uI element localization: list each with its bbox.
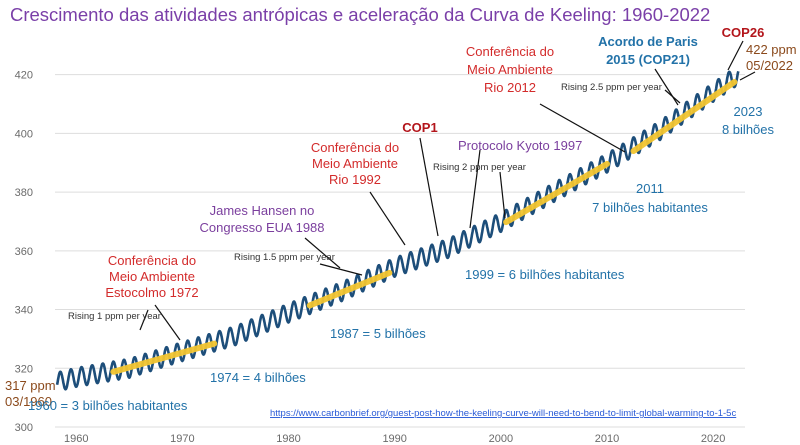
leader-rising-2 [499,171,506,219]
x-tick-2020: 2020 [701,433,725,445]
hansen-line-1: James Hansen no [210,203,315,218]
grid-lines [55,74,745,428]
y-tick-320: 320 [15,363,33,375]
y-tick-400: 400 [15,128,33,140]
chart-title: Crescimento das atividades antrópicas e … [10,4,710,25]
trend-segment-2 [306,269,393,309]
leader-rising-25 [664,89,681,104]
x-axis-ticks: 1960 1970 1980 1990 2000 2010 2020 [64,433,725,445]
rio2012-line-1: Conferência do [466,44,554,59]
estocolmo-line-1: Conferência do [108,253,196,268]
rio1992-line-2: Meio Ambiente [312,156,398,171]
pop-2023-line-1: 2023 [734,104,763,119]
x-tick-2010: 2010 [595,433,619,445]
hansen-line-2: Congresso EUA 1988 [199,220,324,235]
y-tick-380: 380 [15,187,33,199]
pop-1974: 1974 = 4 bilhões [210,370,306,385]
trend-segment-3 [503,160,610,226]
pop-1960: 1960 = 3 bilhões habitantes [28,398,188,413]
y-tick-340: 340 [15,305,33,317]
leader-kyoto [469,149,481,229]
y-tick-300: 300 [15,422,33,434]
rio1992-line-3: Rio 1992 [329,172,381,187]
pop-2023-line-2: 8 bilhões [722,122,775,137]
end-date-label: 05/2022 [746,58,793,73]
x-tick-1990: 1990 [382,433,406,445]
rio2012-line-2: Meio Ambiente [467,62,553,77]
leader-cop26 [727,40,744,71]
x-tick-1960: 1960 [64,433,88,445]
rate-label-25: Rising 2.5 ppm per year [561,82,662,93]
leader-rio2012 [539,103,626,153]
leader-rising-1 [154,304,181,341]
cop26-label: COP26 [722,25,765,40]
trend-segments [110,79,738,375]
rio1992-line-1: Conferência do [311,140,399,155]
end-value-label: 422 ppm [746,42,797,57]
x-tick-1970: 1970 [170,433,194,445]
annotations: 317 ppm 03/1960 422 ppm 05/2022 Rising 1… [5,25,797,419]
trend-segment-1 [110,340,218,375]
cop1-label: COP1 [402,120,437,135]
pop-1999: 1999 = 6 bilhões habitantes [465,267,625,282]
trend-segment-4 [630,79,738,155]
estocolmo-line-3: Estocolmo 1972 [105,285,198,300]
rio2012-line-3: Rio 2012 [484,80,536,95]
y-axis-ticks: 300 320 340 360 380 400 420 [15,70,33,434]
co2-monthly-line [55,70,740,391]
x-tick-2000: 2000 [489,433,513,445]
source-link[interactable]: https://www.carbonbrief.org/guest-post-h… [270,408,736,419]
pop-2011-line-2: 7 bilhões habitantes [592,200,708,215]
leader-hansen [304,237,341,269]
estocolmo-line-2: Meio Ambiente [109,269,195,284]
leader-paris [654,68,679,106]
leader-rising-15 [319,263,363,276]
rate-label-2: Rising 2 ppm per year [433,162,526,173]
pop-1987: 1987 = 5 bilhões [330,326,426,341]
co2-series [55,70,740,391]
pop-2011-line-1: 2011 [636,181,664,196]
paris-line-1: Acordo de Paris [598,34,698,49]
kyoto-label: Protocolo Kyoto 1997 [458,138,582,153]
y-tick-360: 360 [15,246,33,258]
leader-cop1 [419,137,439,237]
leader-estocolmo [139,309,149,331]
y-tick-420: 420 [15,70,33,82]
start-date-label: 03/1960 [5,394,52,409]
rate-label-1: Rising 1 ppm per year [68,311,161,322]
x-tick-1980: 1980 [276,433,300,445]
rate-label-15: Rising 1.5 ppm per year [234,252,335,263]
start-value-label: 317 ppm [5,378,56,393]
paris-line-2: 2015 (COP21) [606,52,690,67]
leader-end [739,71,756,81]
leader-rio1992 [369,191,406,246]
